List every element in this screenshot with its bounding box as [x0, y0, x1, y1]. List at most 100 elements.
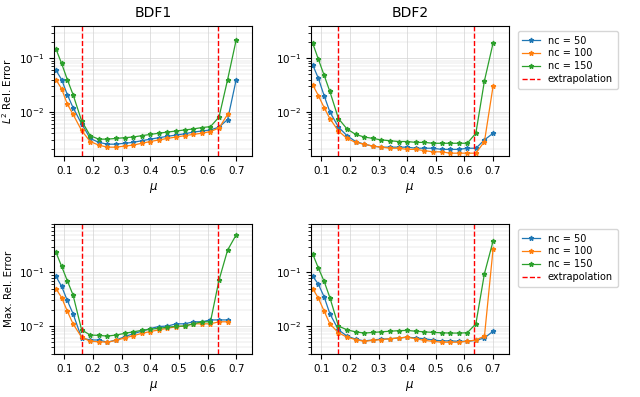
nc = 150 — [378, 137, 385, 142]
nc = 50 — [320, 93, 328, 98]
nc = 150 — [112, 136, 120, 141]
nc = 50 — [95, 337, 102, 342]
nc = 50 — [463, 146, 471, 150]
nc = 150 — [369, 136, 376, 141]
Y-axis label: $L^2$ Rel. Error: $L^2$ Rel. Error — [0, 58, 13, 124]
X-axis label: $\mu$: $\mu$ — [406, 181, 415, 195]
nc = 50 — [335, 125, 342, 129]
nc = 100 — [403, 335, 411, 339]
nc = 50 — [52, 67, 60, 72]
nc = 100 — [78, 335, 86, 339]
nc = 150 — [386, 138, 394, 143]
nc = 100 — [138, 331, 145, 336]
nc = 50 — [309, 62, 317, 67]
nc = 150 — [207, 320, 214, 324]
nc = 100 — [63, 102, 71, 106]
nc = 150 — [429, 330, 436, 335]
nc = 50 — [63, 92, 71, 97]
nc = 50 — [224, 318, 232, 322]
nc = 150 — [403, 139, 411, 144]
nc = 100 — [121, 335, 129, 340]
nc = 150 — [343, 127, 351, 131]
nc = 100 — [335, 330, 342, 335]
nc = 100 — [481, 334, 488, 339]
nc = 50 — [352, 139, 360, 144]
nc = 150 — [438, 141, 445, 146]
nc = 50 — [369, 144, 376, 148]
nc = 100 — [429, 339, 436, 344]
nc = 50 — [378, 337, 385, 341]
nc = 100 — [438, 340, 445, 345]
nc = 150 — [352, 330, 360, 334]
nc = 150 — [412, 329, 420, 333]
nc = 150 — [224, 248, 232, 252]
nc = 150 — [95, 137, 102, 142]
nc = 150 — [129, 135, 137, 139]
nc = 50 — [58, 77, 65, 82]
nc = 50 — [438, 339, 445, 343]
nc = 100 — [472, 337, 480, 342]
nc = 100 — [189, 322, 197, 326]
nc = 100 — [472, 151, 480, 156]
nc = 50 — [121, 334, 129, 339]
nc = 100 — [386, 336, 394, 341]
nc = 100 — [463, 339, 471, 344]
nc = 100 — [489, 247, 497, 252]
nc = 100 — [343, 136, 351, 141]
nc = 100 — [489, 84, 497, 89]
nc = 100 — [395, 146, 403, 150]
nc = 150 — [420, 330, 428, 334]
nc = 100 — [326, 322, 333, 326]
nc = 150 — [164, 130, 172, 135]
Line: nc = 100: nc = 100 — [310, 82, 495, 156]
nc = 150 — [378, 330, 385, 334]
nc = 150 — [147, 327, 154, 331]
nc = 150 — [138, 133, 145, 138]
nc = 100 — [63, 309, 71, 314]
Title: BDF1: BDF1 — [134, 6, 172, 21]
nc = 50 — [386, 336, 394, 341]
nc = 150 — [138, 328, 145, 333]
nc = 50 — [104, 340, 111, 345]
nc = 50 — [395, 335, 403, 340]
nc = 150 — [224, 77, 232, 82]
nc = 150 — [189, 322, 197, 326]
Line: nc = 150: nc = 150 — [53, 232, 239, 339]
nc = 100 — [52, 77, 60, 82]
nc = 100 — [58, 295, 65, 300]
nc = 150 — [446, 331, 454, 335]
X-axis label: $\mu$: $\mu$ — [406, 380, 415, 393]
nc = 150 — [215, 115, 223, 119]
nc = 50 — [86, 337, 94, 342]
nc = 100 — [395, 335, 403, 340]
nc = 100 — [155, 137, 163, 142]
nc = 150 — [58, 264, 65, 269]
nc = 50 — [326, 311, 333, 316]
nc = 100 — [58, 86, 65, 91]
nc = 50 — [463, 339, 471, 344]
nc = 150 — [232, 37, 240, 42]
nc = 100 — [207, 322, 214, 326]
nc = 50 — [198, 129, 205, 133]
nc = 50 — [198, 320, 205, 324]
nc = 50 — [52, 274, 60, 279]
nc = 50 — [429, 337, 436, 342]
nc = 50 — [181, 322, 189, 326]
nc = 150 — [172, 324, 180, 329]
nc = 50 — [412, 335, 420, 340]
nc = 100 — [224, 112, 232, 117]
nc = 50 — [314, 282, 322, 287]
nc = 150 — [155, 131, 163, 136]
nc = 50 — [95, 140, 102, 145]
X-axis label: $\mu$: $\mu$ — [148, 181, 157, 195]
nc = 50 — [309, 274, 317, 279]
nc = 150 — [326, 89, 333, 94]
nc = 50 — [58, 284, 65, 289]
nc = 100 — [343, 335, 351, 339]
nc = 100 — [320, 105, 328, 110]
Line: nc = 100: nc = 100 — [310, 247, 495, 345]
nc = 100 — [86, 139, 94, 144]
nc = 150 — [326, 295, 333, 300]
nc = 150 — [320, 279, 328, 284]
Title: BDF2: BDF2 — [392, 6, 429, 21]
